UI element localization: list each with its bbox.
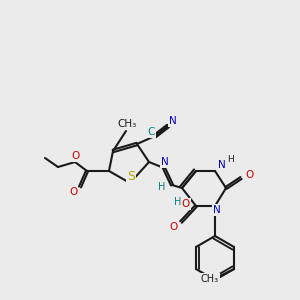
- Text: O: O: [72, 151, 80, 161]
- Text: O: O: [245, 170, 253, 180]
- Text: H: H: [158, 182, 166, 192]
- Text: C: C: [147, 127, 155, 137]
- Text: O: O: [169, 222, 177, 232]
- Text: N: N: [213, 205, 221, 215]
- Text: N: N: [161, 157, 169, 167]
- Text: N: N: [218, 160, 226, 170]
- Text: H: H: [226, 154, 233, 164]
- Text: O: O: [69, 187, 77, 197]
- Text: H: H: [174, 197, 182, 207]
- Text: S: S: [127, 170, 135, 184]
- Text: N: N: [169, 116, 177, 126]
- Text: CH₃: CH₃: [201, 274, 219, 284]
- Text: CH₃: CH₃: [117, 119, 136, 129]
- Text: O: O: [182, 199, 190, 209]
